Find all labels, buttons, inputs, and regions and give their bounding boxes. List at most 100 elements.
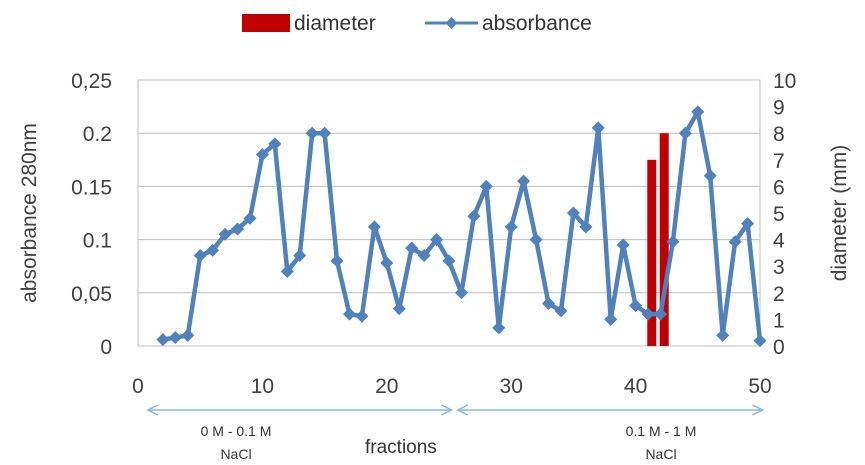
absorbance-point	[678, 126, 692, 140]
y2-tick-label: 0	[773, 336, 785, 359]
absorbance-point	[367, 220, 381, 234]
absorbance-point	[380, 256, 394, 270]
y-tick-label: 0.2	[83, 123, 112, 146]
x-tick-label: 10	[251, 375, 274, 398]
absorbance-point	[231, 222, 245, 236]
absorbance-point	[330, 254, 344, 268]
range-arrowhead-left	[146, 404, 159, 416]
absorbance-point	[193, 249, 207, 263]
absorbance-point	[741, 217, 755, 231]
legend-diameter-swatch	[242, 14, 290, 32]
x-axis-label: fractions	[365, 437, 437, 458]
absorbance-point	[492, 321, 506, 335]
range-label-salt: NaCl	[220, 446, 251, 462]
range-arrowhead-right	[441, 404, 454, 416]
absorbance-point	[716, 328, 730, 342]
x-axis-ticks: 0 10 20 30 40 50	[132, 375, 772, 398]
absorbance-point	[604, 312, 618, 326]
y2-axis-ticks: 0 1 2 3 4 5 6 7 8 9 10	[773, 70, 796, 359]
y2-tick-label: 2	[773, 283, 785, 306]
absorbance-point	[218, 227, 232, 241]
y2-tick-label: 6	[773, 176, 785, 199]
absorbance-point	[305, 126, 319, 140]
range-label-concentration: 0.1 M - 1 M	[626, 423, 697, 439]
x-tick-label: 40	[624, 375, 647, 398]
absorbance-point	[442, 254, 456, 268]
gridlines	[138, 132, 760, 294]
absorbance-point	[728, 235, 742, 249]
absorbance-point	[591, 121, 605, 135]
y-tick-label: 0.15	[71, 176, 112, 199]
y2-tick-label: 9	[773, 97, 785, 120]
absorbance-point	[206, 243, 220, 257]
absorbance-point	[392, 302, 406, 316]
absorbance-point	[318, 126, 332, 140]
y2-tick-label: 5	[773, 203, 785, 226]
y2-tick-label: 8	[773, 123, 785, 146]
legend-absorbance-marker	[445, 17, 458, 29]
y-tick-label: 0,05	[71, 283, 112, 306]
diameter-bars	[647, 133, 669, 346]
absorbance-point	[355, 309, 369, 323]
absorbance-point	[579, 220, 593, 234]
plot-area	[137, 79, 761, 347]
absorbance-point	[703, 169, 717, 183]
absorbance-point	[629, 299, 643, 313]
y2-tick-label: 7	[773, 150, 785, 173]
absorbance-point	[156, 333, 170, 347]
absorbance-point	[504, 220, 518, 234]
y2-tick-label: 4	[773, 230, 785, 253]
range-arrowhead-left	[456, 404, 469, 416]
absorbance-point	[479, 179, 493, 193]
absorbance-point	[691, 105, 705, 119]
absorbance-point	[542, 296, 556, 310]
legend: diameter absorbance	[242, 12, 592, 35]
absorbance-point	[666, 235, 680, 249]
absorbance-series-line	[162, 109, 763, 342]
absorbance-point	[342, 307, 356, 321]
absorbance-point	[641, 307, 655, 321]
absorbance-point	[653, 307, 667, 321]
range-arrowhead-right	[752, 404, 765, 416]
absorbance-point	[566, 206, 580, 220]
absorbance-point	[268, 137, 282, 151]
absorbance-point	[616, 238, 630, 252]
range-label-concentration: 0 M - 0.1 M	[201, 423, 272, 439]
concentration-ranges: 0 M - 0.1 M NaCl 0.1 M - 1 M NaCl	[146, 404, 765, 462]
absorbance-point	[181, 328, 195, 342]
absorbance-point	[467, 209, 481, 223]
absorbance-point	[293, 249, 307, 263]
absorbance-markers	[156, 105, 767, 348]
legend-absorbance-label: absorbance	[482, 12, 592, 35]
y-tick-label: 0,25	[71, 70, 112, 93]
absorbance-point	[454, 286, 468, 300]
x-tick-label: 20	[375, 375, 398, 398]
absorbance-point	[417, 249, 431, 263]
y-axis-ticks: 0 0,05 0.1 0.15 0.2 0,25	[71, 70, 112, 359]
absorbance-point	[529, 233, 543, 247]
diameter-bar	[659, 133, 669, 346]
legend-diameter-label: diameter	[294, 12, 376, 35]
absorbance-point	[554, 304, 568, 318]
y2-axis-label: diameter (mm)	[828, 145, 851, 282]
absorbance-point	[430, 233, 444, 247]
x-tick-label: 30	[500, 375, 523, 398]
range-label-salt: NaCl	[645, 446, 676, 462]
absorbance-point	[255, 147, 269, 161]
absorbance-point	[280, 265, 294, 279]
absorbance-point	[517, 174, 531, 188]
y2-tick-label: 10	[773, 70, 796, 93]
absorbance-point	[753, 334, 767, 348]
x-tick-label: 0	[132, 375, 144, 398]
absorbance-point	[243, 211, 257, 225]
diameter-bar	[647, 159, 657, 346]
absorbance-point	[168, 330, 182, 344]
y2-tick-label: 1	[773, 309, 785, 332]
y-tick-label: 0	[100, 336, 112, 359]
y-tick-label: 0.1	[83, 230, 112, 253]
absorbance-point	[405, 241, 419, 255]
y-axis-label: absorbance 280nm	[18, 123, 41, 303]
y2-tick-label: 3	[773, 256, 785, 279]
x-tick-label: 50	[748, 375, 771, 398]
